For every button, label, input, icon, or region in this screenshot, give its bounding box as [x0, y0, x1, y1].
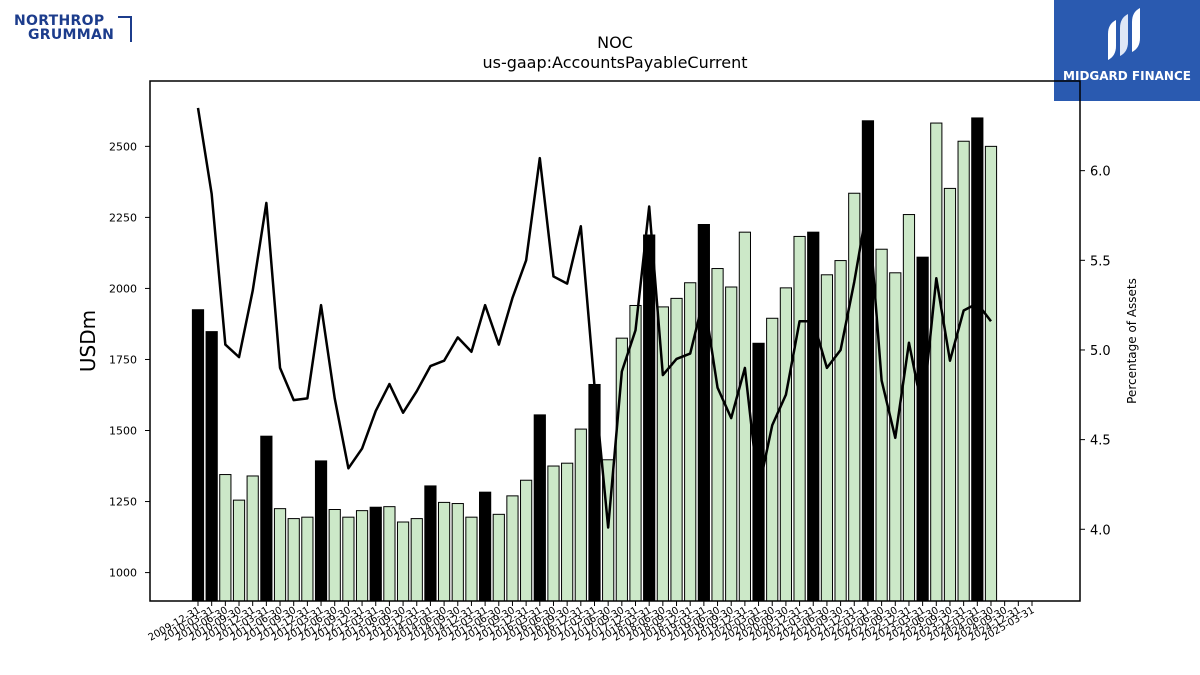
y-axis-label: USDm: [76, 310, 100, 372]
y-tick-label: 1750: [109, 353, 137, 366]
bar-2023-09-30: [943, 187, 957, 602]
bar-2018-06-30: [656, 306, 669, 602]
bar-2018-12-31: [684, 282, 697, 602]
y2-axis-label: Percentage of Assets: [1125, 278, 1139, 404]
bar-2019-03-31: [697, 224, 710, 602]
bar-2024-03-31: [971, 117, 984, 602]
bar-2015-12-31: [520, 479, 533, 602]
bar-2015-06-30: [492, 513, 505, 602]
bar-2011-06-30: [273, 508, 287, 602]
bar-2020-09-30: [779, 287, 793, 602]
bar-2021-09-30: [834, 260, 847, 602]
bar-2024-06-30: [984, 145, 998, 602]
y2-tick-label: 5.0: [1090, 344, 1111, 359]
bar-2014-09-30: [451, 503, 464, 602]
bar-2012-03-31: [314, 460, 328, 602]
bar-2009-12-31: [191, 309, 205, 602]
bar-2018-03-31: [643, 234, 656, 602]
bar-2023-12-31: [957, 140, 970, 602]
y2-tick-label: 5.5: [1090, 254, 1111, 269]
bar-2017-12-31: [629, 304, 642, 602]
logo-bracket-icon: [118, 16, 132, 42]
percentage-line: [196, 107, 992, 529]
bar-2010-03-31: [205, 331, 218, 602]
bar-2015-03-31: [479, 491, 492, 602]
logo-line-2: GRUMMAN: [28, 27, 115, 43]
y-tick-label: 2000: [109, 282, 137, 295]
y2-tick-label: 4.5: [1090, 434, 1111, 449]
bar-2013-12-31: [410, 518, 423, 602]
bar-2010-06-30: [219, 474, 232, 602]
bar-2015-09-30: [506, 495, 519, 602]
bar-2010-12-31: [246, 475, 259, 602]
y2-tick-label: 4.0: [1090, 523, 1111, 538]
bar-2013-06-30: [383, 506, 396, 602]
chart-title: NOC: [597, 33, 633, 52]
bar-2019-12-31: [738, 231, 751, 602]
bar-2021-03-31: [807, 231, 820, 602]
bar-2010-09-30: [232, 499, 246, 602]
bar-2016-03-31: [533, 414, 546, 602]
bar-2023-06-30: [930, 122, 943, 602]
y-tick-label: 1000: [109, 567, 137, 580]
bar-2012-12-31: [355, 510, 369, 602]
midgard-emblem-icon: [1108, 8, 1140, 60]
bar-2022-06-30: [875, 248, 888, 602]
bar-2020-06-30: [766, 317, 779, 602]
northrop-grumman-logo: NORTHROP GRUMMAN: [14, 14, 132, 44]
bar-2013-09-30: [396, 521, 410, 602]
bar-2011-09-30: [287, 518, 300, 602]
bar-2013-03-31: [369, 506, 382, 602]
plot-frame: [149, 80, 1081, 602]
bar-2011-12-31: [301, 516, 314, 602]
bar-2014-06-30: [437, 501, 451, 602]
midgard-finance-text: MIDGARD FINANCE: [1063, 69, 1191, 83]
y2-tick-label: 6.0: [1090, 165, 1111, 180]
chart-subtitle: us-gaap:AccountsPayableCurrent: [482, 53, 747, 72]
y-tick-label: 1250: [109, 496, 137, 509]
y-tick-label: 1500: [109, 425, 137, 438]
bar-2014-03-31: [424, 485, 437, 602]
bar-2020-12-31: [793, 235, 806, 602]
bar-2016-09-30: [561, 462, 574, 602]
bar-2019-06-30: [711, 268, 724, 602]
bar-2022-12-31: [902, 214, 916, 602]
midgard-finance-logo: MIDGARD FINANCE: [1054, 0, 1200, 101]
y-tick-label: 2500: [109, 140, 137, 153]
bar-2012-06-30: [328, 509, 341, 602]
bar-2016-12-31: [574, 428, 587, 602]
bar-2022-03-31: [861, 120, 875, 602]
bar-2016-06-30: [547, 465, 560, 602]
bar-2012-09-30: [342, 516, 355, 602]
bar-2019-09-30: [725, 286, 738, 602]
logo-line-1: NORTHROP: [14, 13, 105, 29]
bar-2023-03-31: [916, 256, 929, 602]
bar-2018-09-30: [670, 297, 683, 602]
y-tick-label: 2250: [109, 211, 137, 224]
bar-2021-06-30: [820, 274, 834, 602]
bar-2014-12-31: [465, 516, 478, 602]
bar-2011-03-31: [260, 435, 273, 602]
